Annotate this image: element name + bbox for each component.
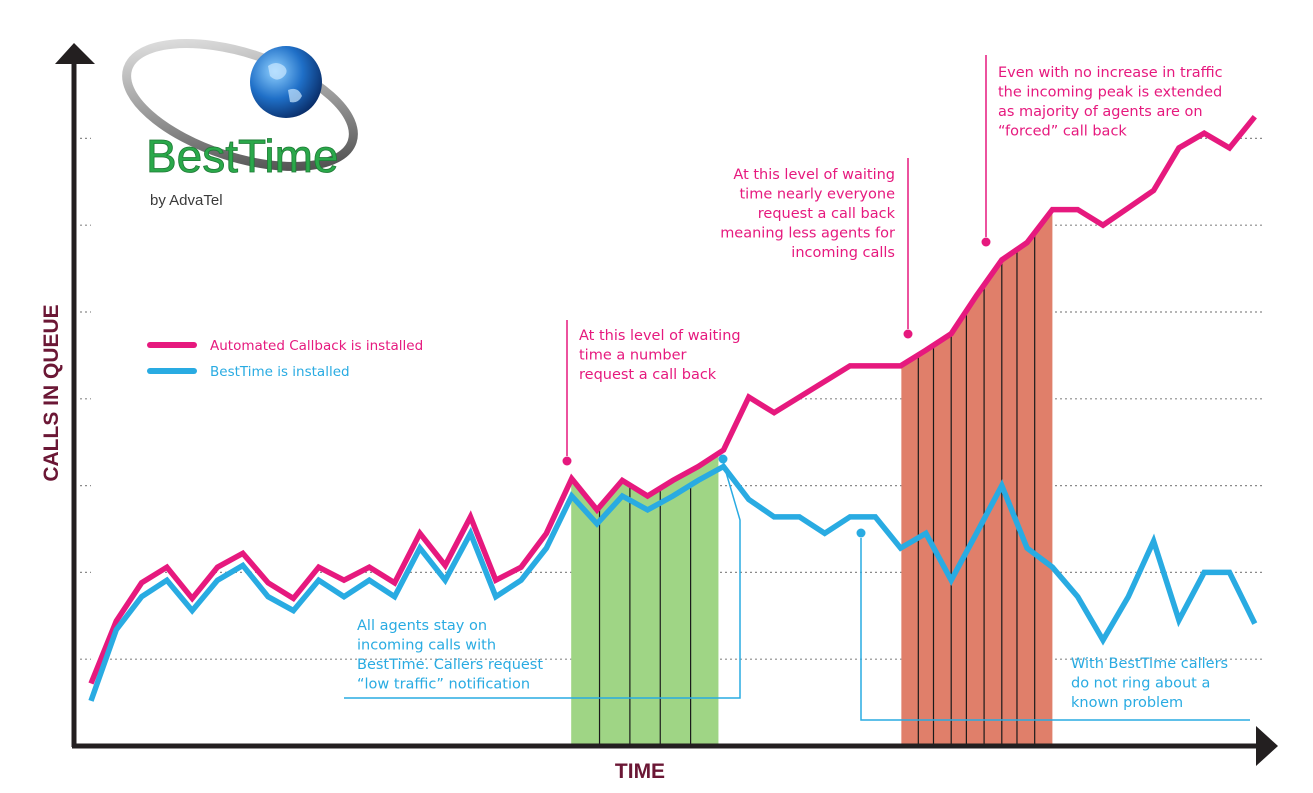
annotation-ann2: At this level of waiting time nearly ever… (720, 167, 895, 261)
annotation-line: BestTime. Callers request (357, 657, 543, 673)
leader-ann2-dot (903, 329, 913, 339)
legend: Automated Callback is installed BestTime… (147, 338, 423, 380)
logo-swoosh (122, 39, 358, 171)
axes (55, 43, 1278, 766)
legend-label-callback: Automated Callback is installed (210, 338, 423, 354)
series-line-callback (88, 114, 1257, 685)
annotation-line: request a call back (579, 367, 717, 383)
globe-icon (250, 46, 322, 118)
annotation-line: as majority of agents are on (998, 104, 1203, 120)
annotation-line: do not ring about a (1071, 676, 1210, 692)
annotation-line: incoming calls with (357, 638, 496, 654)
leader-ann3-dot (981, 237, 991, 247)
leader-ann4-dot (718, 454, 728, 464)
annotation-line: “low traffic” notification (357, 677, 530, 693)
leader-ann5-line (860, 538, 1250, 721)
legend-label-besttime: BestTime is installed (210, 364, 350, 380)
logo-byline: by AdvaTel (150, 192, 223, 209)
annotation-ann5: With BestTime callers do not ring about a… (1071, 656, 1228, 711)
annotation-line: With BestTime callers (1071, 656, 1228, 672)
y-axis-arrow (55, 43, 95, 64)
annotation-line: At this level of waiting (579, 328, 741, 344)
annotation-ann4: All agents stay on incoming calls with Bes… (357, 618, 543, 693)
annotation-line: the incoming peak is extended (998, 85, 1222, 101)
annotation-line: “forced” call back (998, 124, 1127, 140)
logo-name: BestTime (146, 130, 339, 182)
series-lines (88, 114, 1258, 702)
leader-ann1-dot (562, 456, 572, 466)
y-axis-label: CALLS IN QUEUE (40, 304, 63, 481)
x-axis-label: TIME (615, 760, 665, 783)
annotation-line: Even with no increase in traffic (998, 65, 1223, 81)
leader-ann5-dot (856, 528, 866, 538)
annotation-line: time nearly everyone (740, 187, 896, 203)
annotation-ann3: Even with no increase in traffic the inco… (998, 65, 1223, 140)
annotation-line: incoming calls (791, 245, 895, 261)
globe-land-icon (268, 63, 302, 103)
series-line-besttime (88, 462, 1258, 702)
annotation-line: All agents stay on (357, 618, 487, 634)
annotation-line: meaning less agents for (720, 226, 895, 242)
annotation-line: known problem (1071, 695, 1183, 711)
annotations: At this level of waiting time a number req… (357, 65, 1228, 711)
annotation-line: At this level of waiting (733, 167, 895, 183)
leader-ann4-line (344, 461, 741, 699)
x-axis-arrow (1256, 726, 1278, 766)
annotation-line: time a number (579, 348, 686, 364)
annotation-leaders (344, 55, 1250, 721)
annotation-line: request a call back (758, 206, 896, 222)
band-mask (91, 0, 1255, 684)
logo: BestTime by AdvaTel (122, 39, 358, 209)
annotation-ann1: At this level of waiting time a number req… (579, 328, 741, 383)
